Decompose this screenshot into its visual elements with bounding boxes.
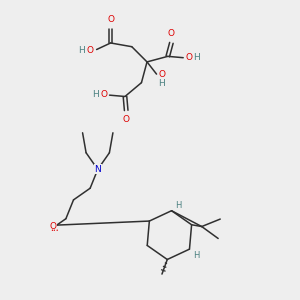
- Text: H: H: [176, 201, 182, 210]
- Text: O: O: [123, 115, 130, 124]
- Text: O: O: [86, 46, 94, 55]
- Text: O: O: [158, 70, 165, 79]
- Text: O: O: [107, 15, 114, 24]
- Text: H: H: [193, 250, 199, 260]
- Text: O: O: [168, 29, 175, 38]
- Text: O: O: [49, 222, 56, 231]
- Text: N: N: [94, 165, 101, 174]
- Text: H: H: [194, 53, 200, 62]
- Text: H: H: [158, 79, 165, 88]
- Text: O: O: [101, 90, 108, 99]
- Text: O: O: [185, 53, 192, 62]
- Text: H: H: [78, 46, 85, 55]
- Text: •••: •••: [50, 228, 59, 233]
- Text: H: H: [92, 90, 99, 99]
